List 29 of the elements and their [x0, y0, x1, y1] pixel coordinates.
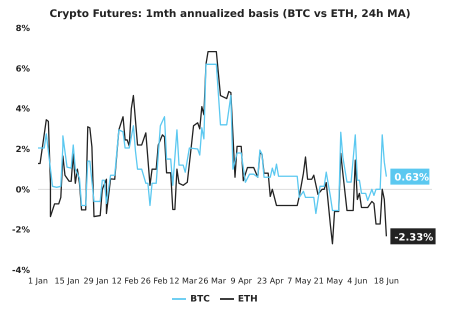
y-tick-label: 6%	[16, 64, 30, 74]
y-tick-label: 0%	[16, 185, 30, 196]
annotation: 0.63%	[394, 172, 430, 184]
x-tick-label: 7 May	[287, 276, 312, 286]
line-series	[38, 64, 388, 214]
x-tick-label: 26 Mar	[198, 276, 227, 286]
y-tick-label: -4%	[12, 266, 30, 276]
x-tick-label: 4 Jun	[347, 276, 368, 286]
x-tick-label: 18 Jun	[374, 276, 399, 286]
line-series	[38, 50, 388, 244]
x-tick-label: 23 Apr	[256, 276, 284, 286]
y-tick-label: 4%	[16, 104, 30, 115]
legend-label: ETH	[238, 294, 258, 304]
x-tick-label: 12 Mar	[169, 276, 198, 286]
x-tick-label: 9 Apr	[230, 276, 253, 286]
x-tick-label: 12 Feb	[112, 276, 139, 286]
x-tick-label: 15 Jan	[54, 276, 80, 286]
value-tag: -2.33%	[390, 228, 436, 244]
x-tick-label: 21 May	[314, 276, 344, 286]
chart-title: Crypto Futures: 1mth annualized basis (BTC vs ETH, 24h MA)	[48, 8, 412, 22]
y-tick-label: 2%	[16, 145, 30, 156]
x-tick-label: 1 Jan	[28, 276, 48, 286]
y-tick-label: 8%	[16, 24, 30, 34]
value-tag: 0.63%	[390, 168, 430, 185]
annotation: -2.33%	[394, 232, 434, 244]
x-tick-label: 29 Jan	[84, 276, 109, 286]
x-tick-label: 26 Feb	[140, 276, 168, 286]
y-tick-label: -2%	[12, 226, 30, 236]
legend-label: BTC	[190, 294, 210, 304]
